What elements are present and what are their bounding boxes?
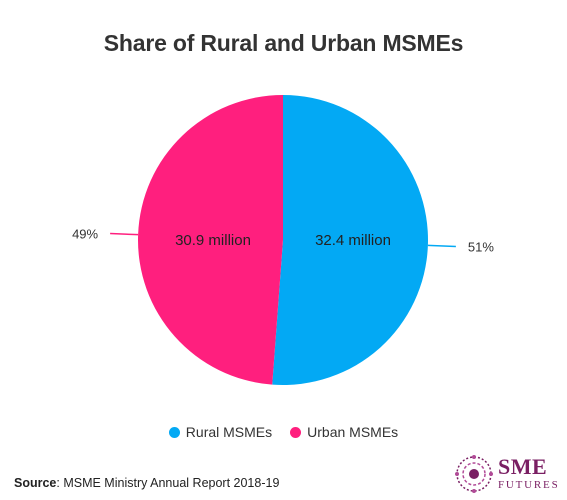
leader-line-rural [427,244,456,248]
slice-percent-label-urban: 49% [72,227,98,242]
source-note: Source: MSME Ministry Annual Report 2018… [14,476,279,490]
slice-percent-label-rural: 51% [468,239,494,254]
pie-slice-urban[interactable] [137,95,283,385]
chart-title: Share of Rural and Urban MSMEs [103,30,464,56]
brand-logo-mark-icon [455,455,493,493]
slice-value-label-rural: 32.4 million [315,232,391,249]
legend-label-rural: Rural MSMEs [185,424,273,440]
slice-value-label-urban: 30.9 million [175,232,251,249]
legend-item-urban[interactable]: Urban MSMEs [290,424,398,440]
legend-swatch-urban [290,426,302,438]
brand-tagline: FUTURES [498,479,560,491]
leader-line-urban [110,232,139,236]
legend-swatch-rural [168,426,180,438]
brand-logo: SME FUTURES [454,454,562,496]
pie-slice-rural[interactable] [272,95,428,385]
legend-label-urban: Urban MSMEs [307,424,399,440]
source-text: : MSME Ministry Annual Report 2018-19 [56,476,280,490]
legend: Rural MSMEs Urban MSMEs [0,424,567,440]
brand-name: SME [498,454,548,479]
legend-item-rural[interactable]: Rural MSMEs [168,424,273,440]
source-label: Source [14,476,57,490]
pie-slices [137,95,428,385]
pie-labels: 32.4 million 51% 30.9 million 49% [72,227,494,255]
